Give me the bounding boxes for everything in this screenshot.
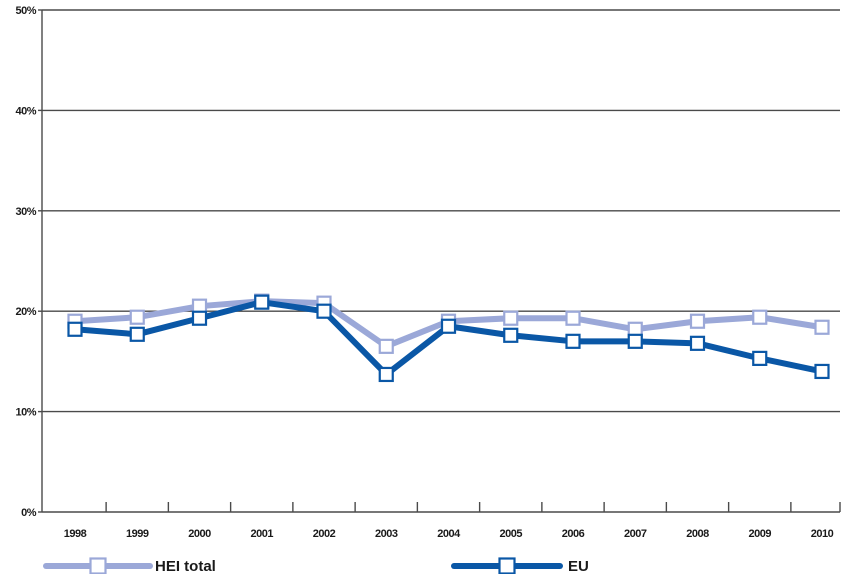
y-tick-label: 40% bbox=[15, 105, 36, 117]
data-point bbox=[627, 333, 643, 349]
x-tick-label: 2003 bbox=[375, 528, 398, 540]
data-point bbox=[565, 333, 581, 349]
series-line-eu bbox=[72, 299, 825, 378]
x-tick-labels: 1998 1999 2000 2001 2002 2003 2004 2005 2006 2007… bbox=[64, 528, 834, 540]
data-point bbox=[752, 309, 768, 325]
data-point bbox=[67, 321, 83, 337]
data-point bbox=[440, 318, 457, 334]
series-lines bbox=[67, 293, 830, 383]
data-point bbox=[378, 338, 394, 354]
legend-swatch-marker bbox=[89, 557, 107, 574]
data-point bbox=[689, 313, 706, 329]
y-tick-label: 50% bbox=[15, 5, 36, 17]
x-tick-label: 2005 bbox=[500, 528, 523, 540]
legend-label: HEI total bbox=[155, 558, 216, 574]
data-point bbox=[503, 310, 519, 326]
y-tick-label: 0% bbox=[21, 507, 37, 519]
x-tick-label: 2006 bbox=[562, 528, 585, 540]
y-tick-labels: 0% 10% 20% 30% 40% 50% bbox=[15, 5, 37, 519]
x-tick-label: 2010 bbox=[811, 528, 834, 540]
data-point bbox=[191, 310, 208, 326]
data-point bbox=[378, 366, 394, 383]
legend: HEI total EU bbox=[43, 557, 589, 574]
data-point bbox=[316, 303, 332, 319]
data-point bbox=[565, 310, 581, 326]
data-point bbox=[752, 350, 768, 366]
data-point bbox=[129, 309, 145, 325]
x-tick-label: 2009 bbox=[749, 528, 772, 540]
x-tick-label: 2000 bbox=[188, 528, 211, 540]
x-tick-label: 1998 bbox=[64, 528, 87, 540]
legend-label: EU bbox=[568, 558, 589, 574]
x-tick-label: 2004 bbox=[437, 528, 461, 540]
x-tick-label: 2001 bbox=[251, 528, 274, 540]
data-point bbox=[689, 335, 706, 351]
legend-swatch-marker bbox=[498, 557, 516, 574]
x-tick-label: 2007 bbox=[624, 528, 647, 540]
axes bbox=[38, 9, 841, 513]
data-point bbox=[814, 363, 830, 380]
y-tick-label: 10% bbox=[15, 407, 36, 419]
x-tick-label: 2008 bbox=[686, 528, 709, 540]
data-point bbox=[129, 326, 145, 342]
y-tick-label: 20% bbox=[15, 306, 36, 318]
x-tick-label: 1999 bbox=[126, 528, 149, 540]
y-tick-label: 30% bbox=[15, 206, 36, 218]
data-point bbox=[814, 319, 830, 335]
data-point bbox=[254, 294, 270, 310]
x-tick-label: 2002 bbox=[313, 528, 336, 540]
data-point bbox=[503, 327, 519, 343]
